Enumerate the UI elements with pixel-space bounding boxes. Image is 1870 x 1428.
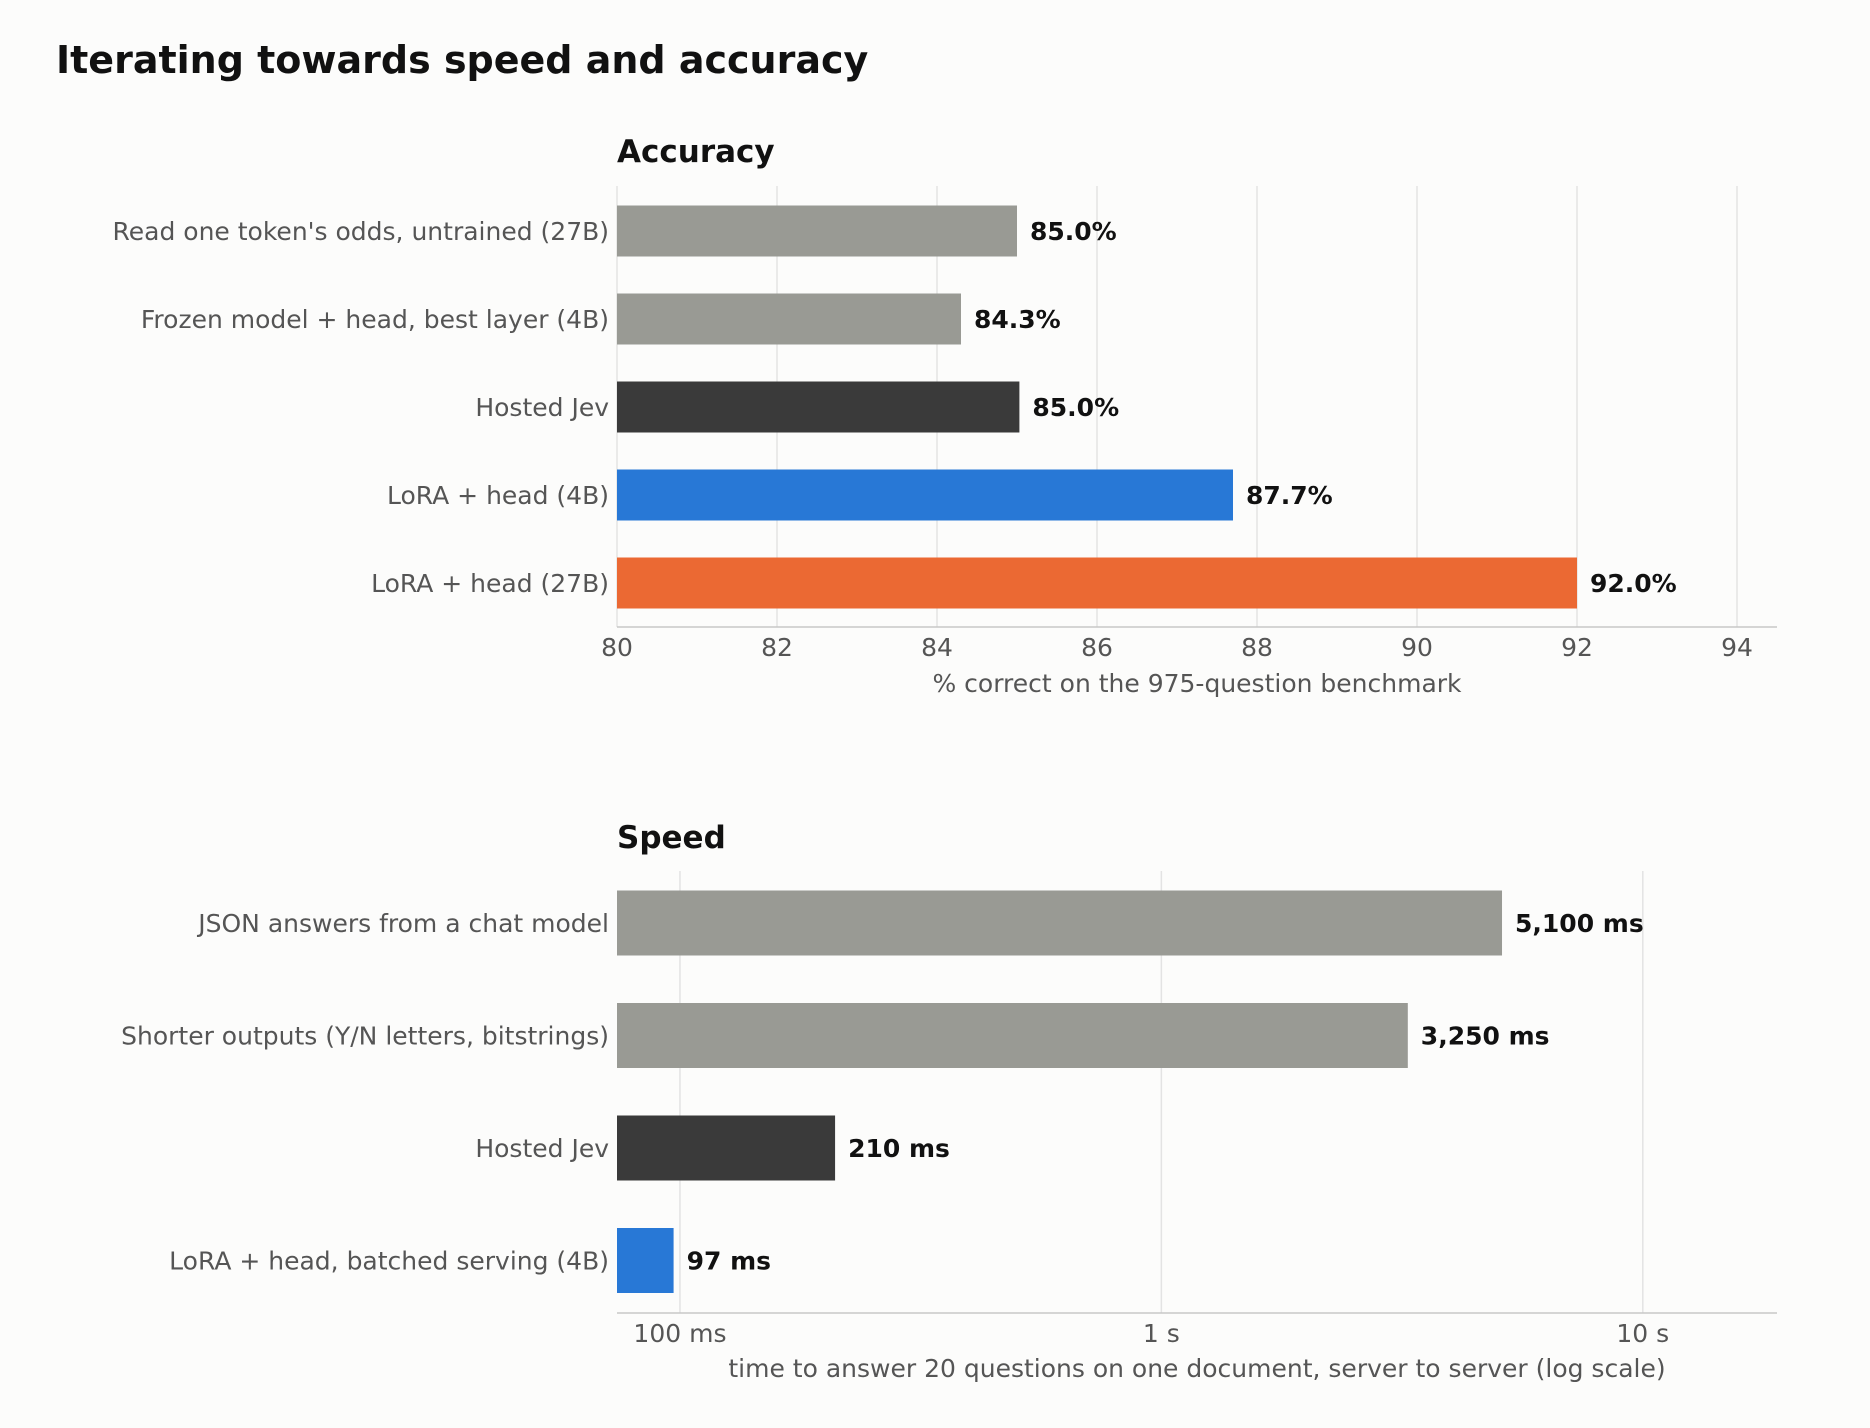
speed-data-label: 97 ms [687,1247,771,1276]
accuracy-category-label: Frozen model + head, best layer (4B) [141,305,609,334]
accuracy-bar [617,469,1233,521]
speed-category-label: LoRA + head, batched serving (4B) [169,1247,609,1276]
speed-category-label: Shorter outputs (Y/N letters, bitstrings… [121,1022,609,1051]
speed-x-axis-title: time to answer 20 questions on one docum… [728,1354,1665,1383]
accuracy-x-tick-label: 84 [921,633,953,662]
speed-bar [617,1228,674,1293]
accuracy-data-label: 92.0% [1590,569,1677,598]
accuracy-bar [617,205,1017,257]
accuracy-category-label: Read one token's odds, untrained (27B) [113,217,609,246]
speed-bar [617,1115,836,1181]
accuracy-x-tick-label: 94 [1721,633,1753,662]
accuracy-category-label: LoRA + head (4B) [387,481,609,510]
accuracy-bar [617,381,1020,433]
speed-x-tick-label: 10 s [1616,1319,1669,1348]
accuracy-bar [617,557,1577,609]
accuracy-data-label: 85.0% [1032,393,1119,422]
accuracy-data-label: 87.7% [1246,481,1333,510]
accuracy-x-tick-label: 82 [761,633,793,662]
speed-bar [617,890,1503,956]
speed-title: Speed [617,820,726,856]
accuracy-data-label: 85.0% [1030,217,1117,246]
speed-data-label: 3,250 ms [1421,1022,1550,1051]
accuracy-category-label: LoRA + head (27B) [371,569,609,598]
speed-data-label: 5,100 ms [1515,909,1644,938]
accuracy-data-label: 84.3% [974,305,1061,334]
accuracy-x-tick-label: 86 [1081,633,1113,662]
speed-data-label: 210 ms [848,1134,950,1163]
accuracy-x-axis-title: % correct on the 975-question benchmark [932,669,1462,698]
page-title: Iterating towards speed and accuracy [56,38,869,82]
speed-bar [617,1003,1408,1068]
accuracy-title: Accuracy [617,134,775,170]
accuracy-x-tick-label: 88 [1241,633,1273,662]
accuracy-x-tick-label: 90 [1401,633,1433,662]
accuracy-bar [617,293,961,345]
speed-x-tick-label: 1 s [1143,1319,1180,1348]
accuracy-x-tick-label: 80 [601,633,633,662]
accuracy-x-tick-label: 92 [1561,633,1593,662]
speed-x-tick-label: 100 ms [633,1319,726,1348]
speed-category-label: JSON answers from a chat model [196,909,609,938]
speed-category-label: Hosted Jev [475,1134,609,1163]
accuracy-category-label: Hosted Jev [475,393,609,422]
